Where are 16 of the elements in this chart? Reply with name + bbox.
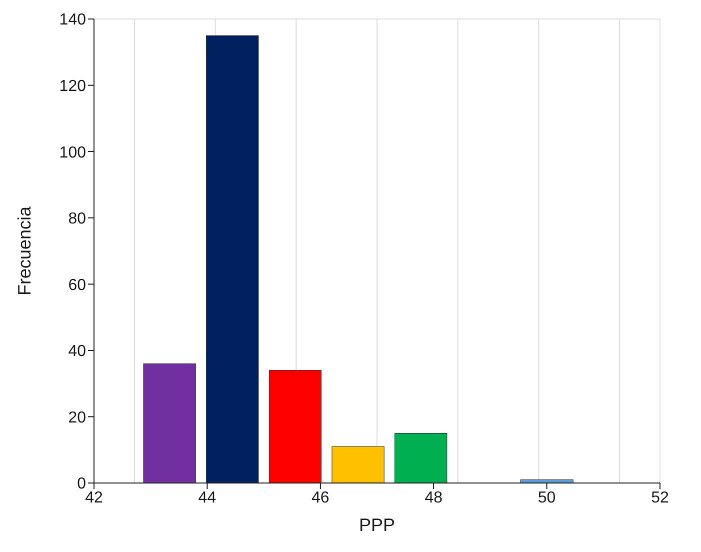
y-tick-label: 20 [68,409,86,426]
y-tick-label: 0 [77,476,86,493]
y-tick-label: 120 [59,78,86,95]
x-tick-label: 46 [312,489,330,506]
y-tick-label: 40 [68,343,86,360]
y-tick-label: 140 [59,12,86,29]
x-axis-title: PPP [358,515,396,535]
x-tick-label: 50 [538,489,556,506]
x-tick-label: 44 [198,489,216,506]
x-tick-label: 48 [424,489,443,506]
y-tick-label: 80 [68,210,86,228]
x-tick-label: 52 [651,489,669,506]
x-tick-label: 42 [85,489,103,506]
y-tick-label: 100 [59,144,86,162]
y-axis-title: Frecuencia [14,205,34,296]
y-tick-label: 60 [68,276,86,294]
